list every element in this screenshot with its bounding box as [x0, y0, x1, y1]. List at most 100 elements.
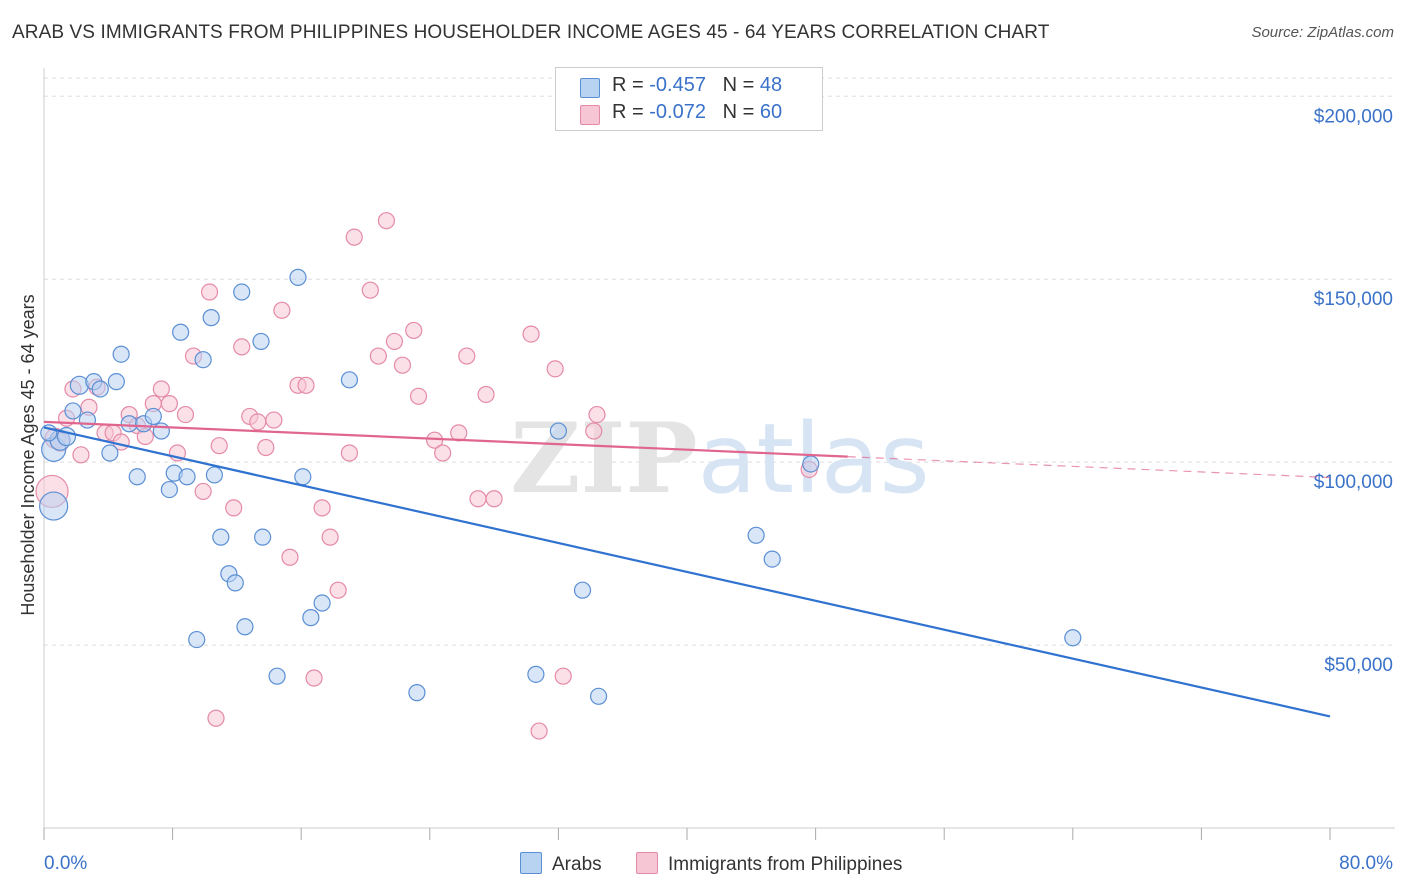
point-arabs	[1064, 629, 1082, 647]
point-philippines	[257, 438, 275, 457]
point-arabs	[236, 618, 254, 636]
point-arabs	[144, 407, 162, 426]
legend-n-value: 60	[759, 101, 783, 123]
legend-n-value: 48	[759, 74, 783, 96]
x-tick-label-max: 80.0%	[1339, 853, 1393, 874]
point-philippines	[297, 376, 315, 394]
point-arabs	[313, 594, 331, 612]
point-arabs	[178, 468, 196, 486]
point-arabs	[252, 332, 270, 351]
point-philippines	[409, 387, 428, 405]
bottom-legend-label-philippines: Immigrants from Philippines	[668, 854, 903, 875]
point-philippines	[210, 437, 228, 455]
point-philippines	[176, 405, 195, 424]
legend-n-label: N =	[722, 74, 760, 96]
point-arabs	[172, 323, 190, 341]
point-arabs	[107, 373, 125, 391]
point-philippines	[469, 490, 487, 508]
point-arabs	[160, 480, 178, 499]
point-philippines	[361, 281, 379, 299]
point-philippines	[477, 385, 495, 404]
point-arabs	[233, 283, 251, 301]
point-philippines	[588, 405, 606, 424]
point-philippines	[313, 499, 331, 517]
point-philippines	[321, 528, 339, 546]
legend-r-label: R =	[612, 101, 650, 123]
legend-swatch-arabs	[580, 78, 600, 98]
point-philippines	[585, 422, 603, 440]
chart-title: ARAB VS IMMIGRANTS FROM PHILIPPINES HOUS…	[12, 22, 1050, 43]
point-arabs	[91, 380, 109, 398]
point-philippines	[273, 301, 291, 319]
point-arabs	[289, 268, 307, 286]
point-philippines	[369, 347, 387, 365]
point-philippines	[305, 669, 323, 687]
correlation-legend: R = -0.457 N = 48 R = -0.072 N = 60	[555, 67, 823, 131]
point-philippines	[152, 380, 170, 398]
legend-r-value: -0.457	[649, 74, 706, 96]
point-arabs	[527, 665, 545, 683]
point-philippines	[233, 338, 251, 356]
bottom-legend-arabs: Arabs	[520, 852, 602, 876]
trend-line-philippines-extension	[847, 456, 1331, 479]
point-philippines	[434, 444, 452, 462]
point-philippines	[225, 499, 243, 517]
point-arabs	[128, 468, 146, 486]
point-philippines	[546, 360, 564, 378]
point-arabs	[40, 424, 58, 442]
legend-r-label: R =	[612, 74, 650, 96]
point-philippines	[522, 325, 540, 343]
point-arabs	[408, 684, 426, 702]
point-arabs	[112, 345, 130, 363]
point-philippines	[377, 212, 395, 230]
point-philippines	[485, 490, 503, 508]
point-arabs	[64, 402, 82, 420]
point-arabs	[39, 491, 69, 521]
y-axis-title: Householder Income Ages 45 - 64 years	[18, 294, 38, 615]
source-label: Source: ZipAtlas.com	[1251, 24, 1394, 41]
point-philippines	[385, 332, 404, 351]
point-philippines	[194, 482, 212, 501]
bottom-legend-swatch-arabs	[520, 852, 542, 874]
bottom-legend-swatch-philippines	[636, 852, 658, 874]
point-philippines	[281, 548, 299, 566]
point-arabs	[340, 371, 359, 389]
point-philippines	[458, 347, 476, 365]
point-arabs	[294, 468, 312, 486]
point-philippines	[405, 321, 423, 340]
legend-r-value: -0.072	[649, 101, 706, 123]
y-tick-label: $200,000	[1314, 106, 1393, 127]
point-philippines	[207, 709, 225, 727]
point-arabs	[194, 351, 212, 369]
bottom-legend-philippines: Immigrants from Philippines	[636, 852, 902, 876]
x-tick-label-min: 0.0%	[44, 853, 87, 874]
y-tick-label: $50,000	[1324, 655, 1393, 676]
point-philippines	[554, 667, 572, 685]
y-tick-label: $100,000	[1314, 472, 1393, 493]
point-philippines	[249, 413, 267, 431]
point-philippines	[329, 581, 347, 599]
point-philippines	[72, 446, 90, 464]
point-arabs	[78, 411, 97, 429]
legend-swatch-philippines	[580, 105, 600, 125]
point-arabs	[573, 581, 592, 599]
trend-line-arabs	[43, 426, 1331, 718]
point-arabs	[188, 630, 206, 649]
point-philippines	[530, 722, 548, 740]
point-arabs	[747, 526, 765, 544]
point-philippines	[160, 395, 178, 413]
point-arabs	[802, 455, 820, 473]
point-arabs	[226, 574, 244, 592]
point-philippines	[340, 444, 359, 462]
bottom-legend-label-arabs: Arabs	[552, 854, 602, 875]
point-arabs	[549, 422, 568, 440]
legend-n-label: N =	[722, 101, 760, 123]
point-arabs	[254, 528, 272, 546]
point-arabs	[763, 550, 781, 568]
point-philippines	[450, 424, 468, 442]
point-philippines	[265, 411, 283, 429]
point-arabs	[589, 687, 608, 705]
point-arabs	[101, 444, 119, 462]
point-arabs	[302, 609, 320, 627]
